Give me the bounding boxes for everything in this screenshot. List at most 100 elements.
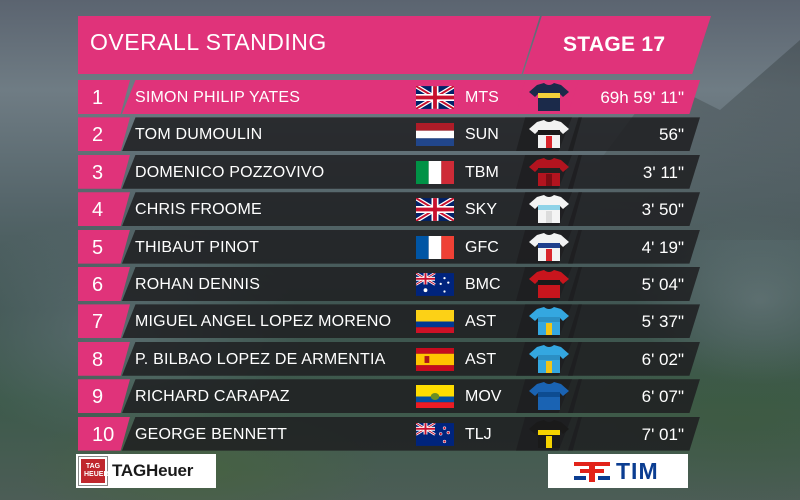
header-title-panel <box>78 16 540 74</box>
team-code: AST <box>465 350 497 368</box>
standing-row: 10 GEORGE BENNETT TLJ 7' 01" <box>78 416 700 451</box>
rank-number: 10 <box>92 423 115 446</box>
rank-badge: 2 <box>78 117 130 152</box>
sky-jersey-icon <box>529 195 569 224</box>
team-code: AST <box>465 313 497 331</box>
standing-row: 9 RICHARD CARAPAZ MOV 6' 07" <box>78 379 700 414</box>
rank-badge: 9 <box>78 379 130 414</box>
rank-badge: 8 <box>78 341 130 376</box>
rider-name: SIMON PHILIP YATES <box>135 89 301 106</box>
nz-flag-icon <box>416 422 454 446</box>
rank-number: 5 <box>92 236 104 259</box>
standing-row: 5 THIBAUT PINOT GFC 4' 19" <box>78 229 700 264</box>
header-stage-panel <box>523 16 711 74</box>
time-panel: 4' 19" <box>568 229 700 264</box>
standing-row: 2 TOM DUMOULIN SUN 56" <box>78 117 700 152</box>
bahrain-merida-jersey-icon <box>529 157 569 186</box>
sponsor-tagheuer-label: TAGHeuer <box>112 461 194 480</box>
rider-panel <box>122 229 572 264</box>
nl-flag-icon <box>416 123 454 147</box>
rider-panel <box>122 379 572 414</box>
gap-time: 3' 11" <box>642 162 684 182</box>
rider-name: GEORGE BENNETT <box>135 425 288 443</box>
rider-panel <box>122 341 572 376</box>
gap-time: 5' 04" <box>641 275 684 294</box>
time-panel: 3' 50" <box>568 192 700 227</box>
rider-panel <box>122 267 572 301</box>
rank-number: 7 <box>92 311 104 334</box>
gap-time: 4' 19" <box>641 237 684 257</box>
rank-badge: 10 <box>78 416 130 451</box>
standing-row: 7 MIGUEL ANGEL LOPEZ MORENO AST 5' 37" <box>78 304 700 339</box>
rank-badge: 7 <box>78 304 130 339</box>
rank-badge: 6 <box>78 267 130 301</box>
rider-name: THIBAUT PINOT <box>135 238 260 256</box>
fr-flag-icon <box>416 235 454 259</box>
team-code: GFC <box>465 238 499 256</box>
rank-badge: 1 <box>78 80 130 114</box>
rider-name: TOM DUMOULIN <box>135 126 263 144</box>
rider-panel <box>122 192 572 227</box>
bmc-jersey-icon <box>529 270 569 298</box>
time-panel: 56" <box>568 117 700 152</box>
rank-badge: 4 <box>78 192 130 227</box>
movistar-jersey-icon <box>529 382 569 411</box>
rank-badge: 5 <box>78 229 130 264</box>
mitchelton-scott-jersey-icon <box>529 83 569 111</box>
sponsor-tim-logo: TIM <box>548 454 688 488</box>
groupama-fdj-jersey-icon <box>529 232 569 261</box>
es-flag-icon <box>416 347 454 371</box>
rider-name: DOMENICO POZZOVIVO <box>135 163 325 181</box>
astana-jersey-icon <box>529 307 569 336</box>
team-code: MTS <box>465 89 499 106</box>
sponsor-tagheuer-logo: TAG HEUER TAGHeuer <box>76 454 216 488</box>
lotto-jumbo-jersey-icon <box>529 419 569 448</box>
rider-panel <box>122 416 572 451</box>
tagheuer-badge-label: TAG HEUER <box>84 463 109 478</box>
rider-panel <box>122 117 572 152</box>
page-title: OVERALL STANDING <box>90 29 327 55</box>
standing-row: 3 DOMENICO POZZOVIVO TBM 3' 11" <box>78 154 700 189</box>
gap-time: 6' 07" <box>641 387 684 407</box>
gap-time: 5' 37" <box>641 312 684 332</box>
time-panel: 3' 11" <box>568 154 700 189</box>
rider-panel <box>122 80 572 114</box>
au-flag-icon <box>416 273 454 296</box>
gb-flag-icon <box>416 86 454 109</box>
sponsor-tim-label: TIM <box>616 458 659 484</box>
gap-time: 56" <box>659 125 684 145</box>
rider-name: MIGUEL ANGEL LOPEZ MORENO <box>135 313 392 331</box>
time-panel: 7' 01" <box>568 416 700 451</box>
rider-name: CHRIS FROOME <box>135 201 262 219</box>
rank-number: 3 <box>92 161 104 184</box>
astana-jersey-icon <box>529 344 569 373</box>
time-panel: 6' 07" <box>568 379 700 414</box>
standing-row: 8 P. BILBAO LOPEZ DE ARMENTIA AST 6' 02" <box>78 341 700 376</box>
rank-number: 1 <box>92 87 104 109</box>
rider-name: P. BILBAO LOPEZ DE ARMENTIA <box>135 350 386 368</box>
ec-flag-icon <box>416 385 454 409</box>
rank-number: 9 <box>92 386 104 409</box>
standing-row: 4 CHRIS FROOME SKY 3' 50" <box>78 192 700 227</box>
rider-panel <box>122 304 572 339</box>
sunweb-jersey-icon <box>529 120 569 149</box>
team-code: MOV <box>465 388 502 406</box>
time-panel: 6' 02" <box>568 341 700 376</box>
standing-row: 6 ROHAN DENNIS BMC 5' 04" <box>78 267 700 301</box>
time-panel: 5' 37" <box>568 304 700 339</box>
rider-name: ROHAN DENNIS <box>135 276 261 293</box>
rank-badge: 3 <box>78 154 130 189</box>
gap-time: 6' 02" <box>641 349 684 369</box>
team-code: SUN <box>465 126 499 144</box>
team-code: TBM <box>465 163 499 181</box>
rank-number: 6 <box>92 274 104 296</box>
time-panel: 5' 04" <box>568 267 700 301</box>
rider-panel <box>122 154 572 189</box>
gap-time: 69h 59' 11" <box>600 88 684 107</box>
stage-label: STAGE 17 <box>563 33 666 56</box>
tim-icon <box>574 462 610 482</box>
team-code: SKY <box>465 201 498 219</box>
team-code: BMC <box>465 276 501 293</box>
gb-flag-icon <box>416 198 454 222</box>
